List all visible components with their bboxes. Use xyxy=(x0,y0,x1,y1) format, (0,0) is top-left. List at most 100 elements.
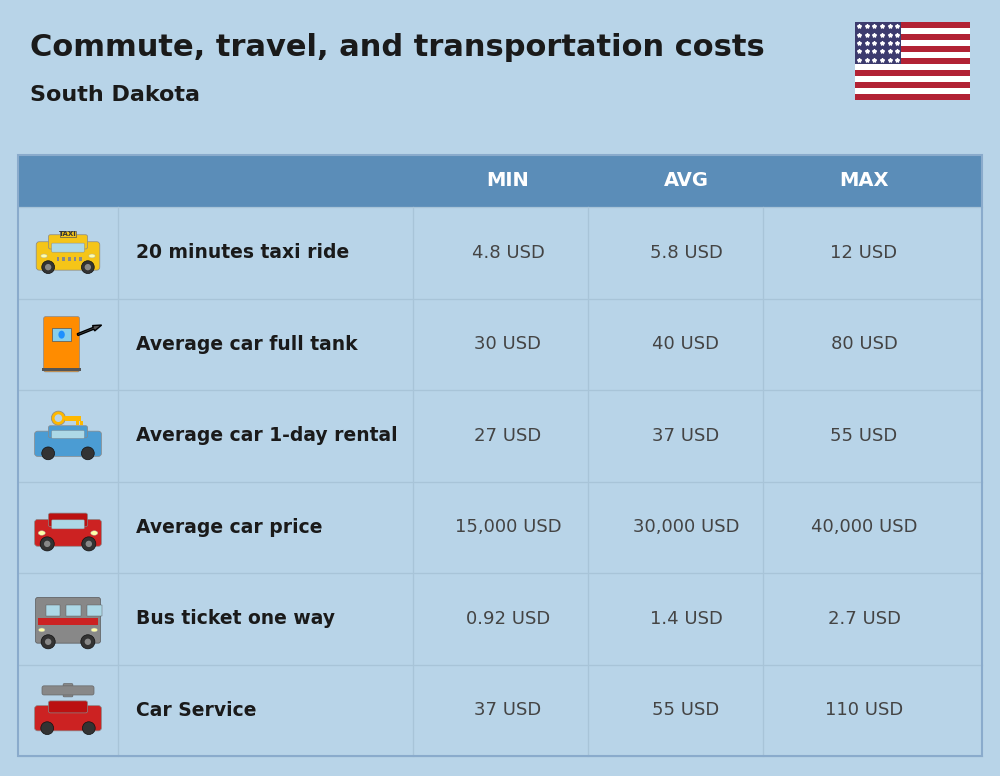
Circle shape xyxy=(85,639,91,645)
Text: Commute, travel, and transportation costs: Commute, travel, and transportation cost… xyxy=(30,33,765,63)
Text: 55 USD: 55 USD xyxy=(652,702,720,719)
Text: 20 minutes taxi ride: 20 minutes taxi ride xyxy=(136,243,349,262)
Bar xyxy=(855,34,970,40)
Circle shape xyxy=(55,414,62,422)
Text: 80 USD: 80 USD xyxy=(831,335,897,353)
Text: South Dakota: South Dakota xyxy=(30,85,200,105)
FancyBboxPatch shape xyxy=(48,701,88,713)
FancyBboxPatch shape xyxy=(52,431,84,438)
Bar xyxy=(68,257,71,261)
Circle shape xyxy=(85,264,91,270)
FancyBboxPatch shape xyxy=(48,513,88,527)
Bar xyxy=(855,76,970,82)
Bar xyxy=(855,28,970,34)
Text: Car Service: Car Service xyxy=(136,701,256,720)
Bar xyxy=(57,257,59,261)
FancyBboxPatch shape xyxy=(35,431,101,456)
Text: 37 USD: 37 USD xyxy=(652,427,720,445)
Bar xyxy=(80,421,83,424)
Text: AVG: AVG xyxy=(664,171,708,190)
Bar xyxy=(79,257,82,261)
Text: MAX: MAX xyxy=(839,171,889,190)
Text: 110 USD: 110 USD xyxy=(825,702,903,719)
Circle shape xyxy=(42,447,55,459)
Circle shape xyxy=(81,635,95,649)
FancyBboxPatch shape xyxy=(35,519,101,546)
FancyBboxPatch shape xyxy=(48,235,88,249)
Bar xyxy=(855,88,970,94)
Bar xyxy=(18,155,982,207)
FancyBboxPatch shape xyxy=(42,686,94,695)
Bar xyxy=(60,231,76,237)
Text: 1.4 USD: 1.4 USD xyxy=(650,610,722,628)
Ellipse shape xyxy=(47,688,56,694)
Bar xyxy=(66,605,81,615)
Text: Average car 1-day rental: Average car 1-day rental xyxy=(136,426,398,445)
Text: 5.8 USD: 5.8 USD xyxy=(650,244,722,262)
Bar xyxy=(18,573,982,664)
Bar xyxy=(18,390,982,481)
Bar xyxy=(855,94,970,100)
Bar xyxy=(855,22,901,64)
FancyBboxPatch shape xyxy=(52,243,84,252)
Circle shape xyxy=(82,722,95,735)
Bar xyxy=(18,664,982,756)
Bar xyxy=(46,605,60,615)
Text: 4.8 USD: 4.8 USD xyxy=(472,244,544,262)
Text: 55 USD: 55 USD xyxy=(830,427,898,445)
Bar xyxy=(62,257,65,261)
Ellipse shape xyxy=(91,628,97,632)
Circle shape xyxy=(40,537,54,551)
Circle shape xyxy=(45,264,51,270)
Bar xyxy=(87,605,102,615)
Text: 15,000 USD: 15,000 USD xyxy=(455,518,561,536)
Text: Average car price: Average car price xyxy=(136,518,322,537)
Text: 37 USD: 37 USD xyxy=(474,702,542,719)
Bar xyxy=(74,257,76,261)
Text: 30 USD: 30 USD xyxy=(475,335,542,353)
FancyBboxPatch shape xyxy=(48,426,88,438)
Bar xyxy=(855,40,970,46)
Ellipse shape xyxy=(58,331,65,338)
Ellipse shape xyxy=(80,688,89,694)
Text: 40 USD: 40 USD xyxy=(652,335,720,353)
Text: 27 USD: 27 USD xyxy=(474,427,542,445)
Bar xyxy=(855,64,970,70)
Bar xyxy=(18,155,982,756)
Bar xyxy=(855,70,970,76)
Bar xyxy=(42,369,81,372)
Bar xyxy=(855,52,970,58)
Bar xyxy=(855,82,970,88)
Text: 12 USD: 12 USD xyxy=(830,244,898,262)
FancyBboxPatch shape xyxy=(44,317,80,372)
Bar xyxy=(18,481,982,573)
FancyBboxPatch shape xyxy=(35,705,101,731)
Ellipse shape xyxy=(41,254,47,258)
Text: TAXI: TAXI xyxy=(59,231,77,237)
Bar xyxy=(38,618,98,625)
Bar xyxy=(855,46,970,52)
Text: Average car full tank: Average car full tank xyxy=(136,334,358,354)
Ellipse shape xyxy=(91,531,98,535)
Circle shape xyxy=(81,261,94,274)
Bar xyxy=(18,207,982,299)
Circle shape xyxy=(81,447,94,459)
FancyArrow shape xyxy=(77,325,102,335)
Bar xyxy=(855,58,970,64)
Circle shape xyxy=(86,541,92,547)
Text: 2.7 USD: 2.7 USD xyxy=(828,610,900,628)
Ellipse shape xyxy=(39,628,45,632)
Circle shape xyxy=(42,261,55,274)
Bar xyxy=(76,421,79,424)
FancyBboxPatch shape xyxy=(63,684,73,697)
Text: 0.92 USD: 0.92 USD xyxy=(466,610,550,628)
Text: 40,000 USD: 40,000 USD xyxy=(811,518,917,536)
FancyBboxPatch shape xyxy=(52,520,84,529)
Circle shape xyxy=(51,411,65,425)
Bar xyxy=(855,22,970,100)
Circle shape xyxy=(82,537,96,551)
Circle shape xyxy=(45,639,51,645)
Circle shape xyxy=(41,635,55,649)
Circle shape xyxy=(41,722,54,735)
Bar xyxy=(52,328,71,341)
